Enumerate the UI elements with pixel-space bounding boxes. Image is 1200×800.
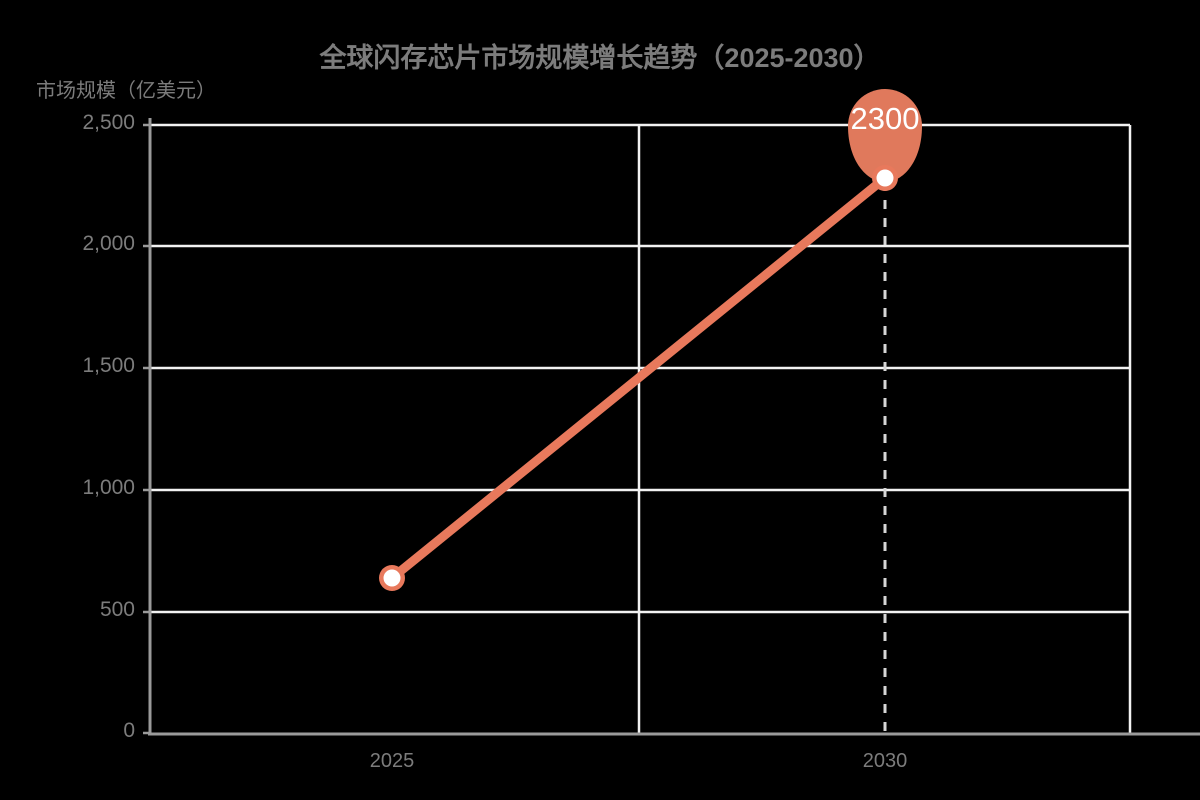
x-tick-label-2030: 2030	[862, 750, 908, 772]
y-axis-title: 市场规模（亿美元）	[36, 80, 216, 102]
y-tick-label-1500: 1,500	[82, 354, 135, 377]
data-point-marker-2030[interactable]	[872, 165, 898, 191]
y-tick-label-1000: 1,000	[82, 476, 135, 499]
axis-lines	[143, 118, 1200, 736]
y-tick-label-500: 500	[99, 598, 135, 621]
y-tick-label-0: 0	[123, 719, 135, 742]
balloon-callout-icon	[848, 89, 922, 182]
y-tick-label-2500: 2,500	[82, 111, 135, 134]
x-tick-label-2025: 2025	[369, 750, 415, 772]
y-tick-label-2000: 2,000	[82, 232, 135, 255]
chart-title: 全球闪存芯片市场规模增长趋势（2025-2030）	[319, 43, 881, 73]
data-point-marker-2025[interactable]	[379, 565, 405, 591]
series-line	[387, 173, 890, 583]
vertical-gridlines	[637, 125, 1132, 733]
annotation-value-label: 2300	[850, 101, 920, 136]
